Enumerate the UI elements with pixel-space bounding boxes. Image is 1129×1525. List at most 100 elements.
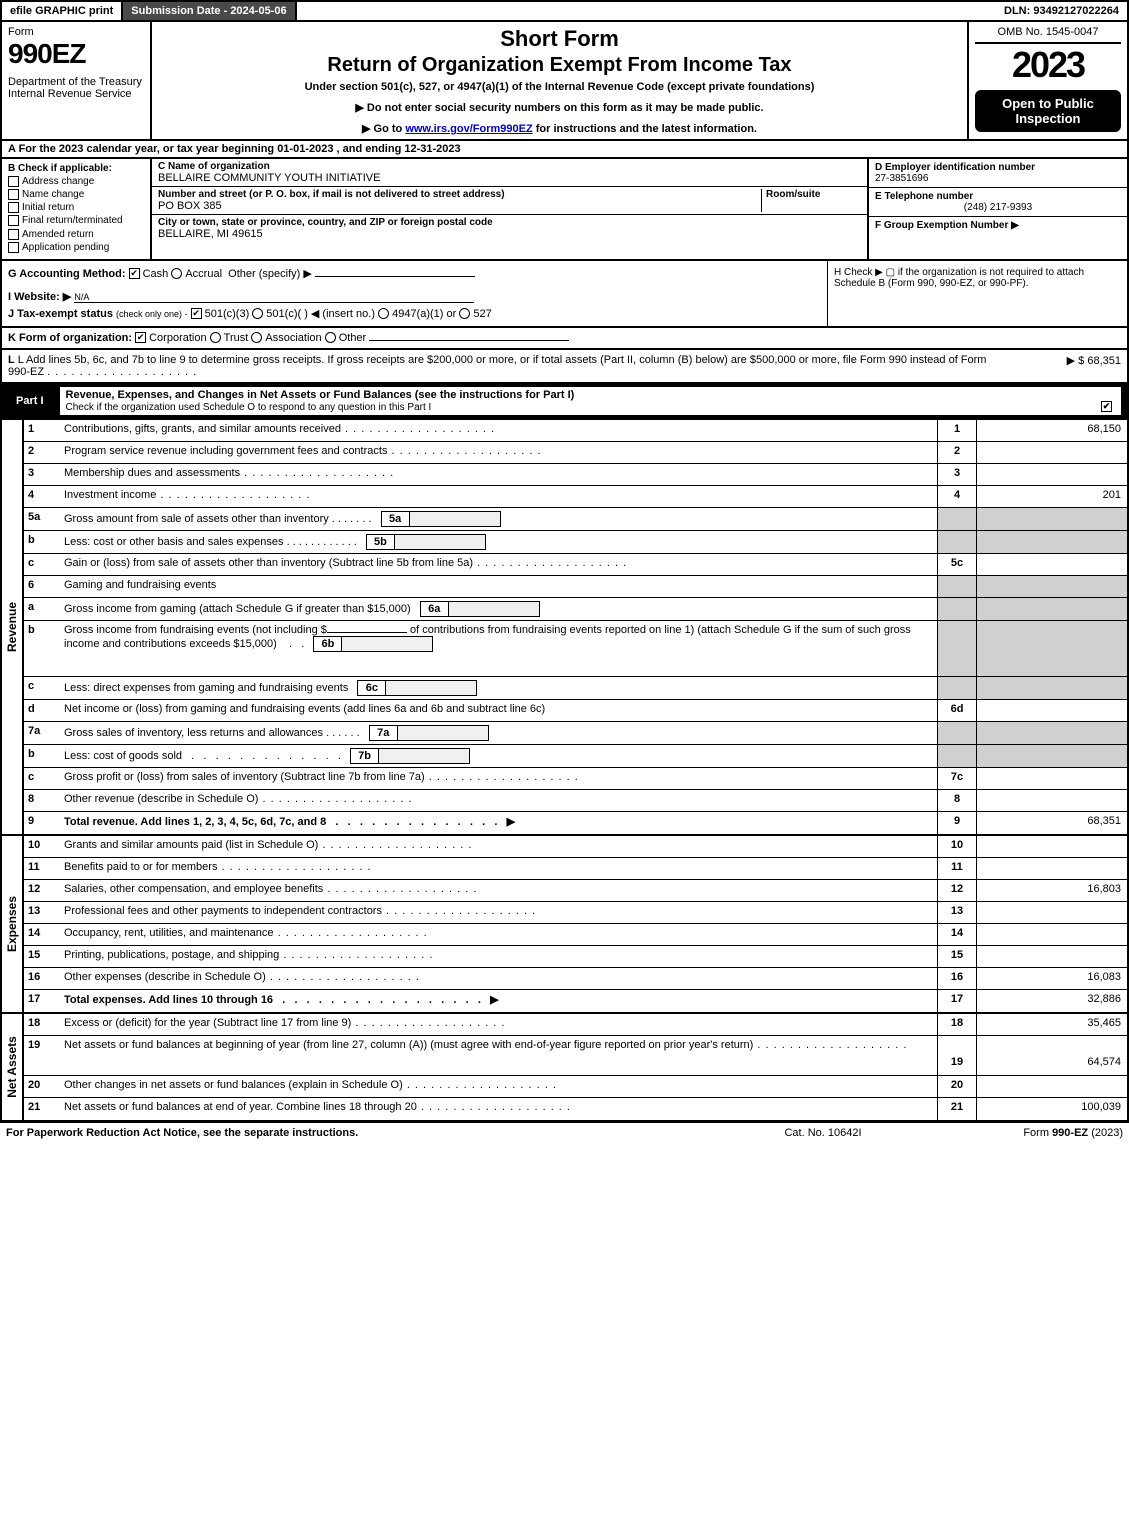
phone: (248) 217-9393: [875, 202, 1121, 213]
chk-501c[interactable]: [252, 308, 263, 319]
org-name: BELLAIRE COMMUNITY YOUTH INITIATIVE: [158, 172, 380, 184]
expenses-table: Expenses 10Grants and similar amounts pa…: [0, 836, 1129, 1014]
chk-schedule-o[interactable]: [1101, 401, 1112, 412]
line-14-desc: Occupancy, rent, utilities, and maintena…: [60, 924, 937, 945]
chk-501c3[interactable]: [191, 308, 202, 319]
section-def: D Employer identification number 27-3851…: [867, 159, 1127, 259]
part-tag: Part I: [8, 393, 52, 409]
row-gh: G Accounting Method: Cash Accrual Other …: [0, 261, 1129, 328]
org-street: PO BOX 385: [158, 200, 222, 212]
l-amount: ▶ $ 68,351: [1001, 354, 1121, 378]
part-1-header: Part I Revenue, Expenses, and Changes in…: [0, 384, 1129, 420]
line-3-desc: Membership dues and assessments: [60, 464, 937, 485]
c-city-cap: City or town, state or province, country…: [158, 217, 493, 228]
footer-form: Form 990-EZ (2023): [923, 1127, 1123, 1139]
line-11-desc: Benefits paid to or for members: [60, 858, 937, 879]
department: Department of the Treasury Internal Reve…: [8, 76, 144, 100]
net-assets-side-label: Net Assets: [2, 1014, 24, 1120]
section-a: A For the 2023 calendar year, or tax yea…: [0, 141, 1129, 159]
top-bar: efile GRAPHIC print Submission Date - 20…: [0, 0, 1129, 22]
chk-corp[interactable]: [135, 332, 146, 343]
line-6b-desc: Gross income from fundraising events (no…: [60, 621, 937, 676]
line-16-desc: Other expenses (describe in Schedule O): [60, 968, 937, 989]
c-room-cap: Room/suite: [766, 189, 820, 200]
page-footer: For Paperwork Reduction Act Notice, see …: [0, 1122, 1129, 1143]
chk-cash[interactable]: [129, 268, 140, 279]
expenses-side-label: Expenses: [2, 836, 24, 1012]
line-1-amt: 68,150: [977, 420, 1127, 441]
block-bcdef: B Check if applicable: Address change Na…: [0, 159, 1129, 261]
line-5a-desc: Gross amount from sale of assets other t…: [60, 508, 937, 530]
website: N/A: [74, 292, 474, 303]
line-19-desc: Net assets or fund balances at beginning…: [60, 1036, 937, 1075]
line-17-amt: 32,886: [977, 990, 1127, 1012]
c-street-cap: Number and street (or P. O. box, if mail…: [158, 189, 505, 200]
irs-link[interactable]: www.irs.gov/Form990EZ: [405, 123, 532, 135]
line-18-desc: Excess or (deficit) for the year (Subtra…: [60, 1014, 937, 1035]
footer-catno: Cat. No. 10642I: [723, 1127, 923, 1139]
efile-label: efile GRAPHIC print: [2, 2, 123, 20]
form-subtitle: Under section 501(c), 527, or 4947(a)(1)…: [162, 81, 957, 93]
line-5b-desc: Less: cost or other basis and sales expe…: [60, 531, 937, 553]
chk-527[interactable]: [459, 308, 470, 319]
open-to-public: Open to Public Inspection: [975, 90, 1121, 132]
net-assets-table: Net Assets 18Excess or (deficit) for the…: [0, 1014, 1129, 1122]
c-name-cap: C Name of organization: [158, 161, 270, 172]
line-21-amt: 100,039: [977, 1098, 1127, 1120]
line-7a-desc: Gross sales of inventory, less returns a…: [60, 722, 937, 744]
line-20-desc: Other changes in net assets or fund bala…: [60, 1076, 937, 1097]
line-9-amt: 68,351: [977, 812, 1127, 834]
revenue-table: Revenue 1Contributions, gifts, grants, a…: [0, 420, 1129, 836]
f-cap: F Group Exemption Number ▶: [875, 220, 1019, 231]
short-form-title: Short Form: [162, 26, 957, 52]
chk-name-change[interactable]: Name change: [8, 189, 144, 200]
header-left: Form 990EZ Department of the Treasury In…: [2, 22, 152, 139]
chk-4947[interactable]: [378, 308, 389, 319]
chk-address-change[interactable]: Address change: [8, 176, 144, 187]
line-13-desc: Professional fees and other payments to …: [60, 902, 937, 923]
section-g: G Accounting Method: Cash Accrual Other …: [2, 261, 827, 326]
header-right: OMB No. 1545-0047 2023 Open to Public In…: [967, 22, 1127, 139]
form-note-2: ▶ Go to www.irs.gov/Form990EZ for instru…: [162, 122, 957, 135]
form-word: Form: [8, 26, 144, 38]
line-6a-desc: Gross income from gaming (attach Schedul…: [60, 598, 937, 620]
chk-amended[interactable]: Amended return: [8, 229, 144, 240]
section-b: B Check if applicable: Address change Na…: [2, 159, 152, 259]
ein: 27-3851696: [875, 173, 928, 184]
chk-final-return[interactable]: Final return/terminated: [8, 215, 144, 226]
chk-app-pending[interactable]: Application pending: [8, 242, 144, 253]
line-17-desc: Total expenses. Add lines 10 through 16 …: [60, 990, 937, 1012]
line-8-desc: Other revenue (describe in Schedule O): [60, 790, 937, 811]
line-10-desc: Grants and similar amounts paid (list in…: [60, 836, 937, 857]
line-7b-desc: Less: cost of goods sold . . . . . . . .…: [60, 745, 937, 767]
section-k: K Form of organization: Corporation Trus…: [0, 328, 1129, 350]
line-6d-desc: Net income or (loss) from gaming and fun…: [60, 700, 937, 721]
section-h: H Check ▶ ▢ if the organization is not r…: [827, 261, 1127, 326]
line-7c-desc: Gross profit or (loss) from sales of inv…: [60, 768, 937, 789]
line-1-desc: Contributions, gifts, grants, and simila…: [60, 420, 937, 441]
form-number: 990EZ: [8, 38, 144, 70]
chk-other-org[interactable]: [325, 332, 336, 343]
chk-accrual[interactable]: [171, 268, 182, 279]
line-6-desc: Gaming and fundraising events: [60, 576, 937, 597]
section-c: C Name of organization BELLAIRE COMMUNIT…: [152, 159, 867, 259]
line-16-amt: 16,083: [977, 968, 1127, 989]
section-l: L L Add lines 5b, 6c, and 7b to line 9 t…: [0, 350, 1129, 384]
line-2-desc: Program service revenue including govern…: [60, 442, 937, 463]
line-21-desc: Net assets or fund balances at end of ye…: [60, 1098, 937, 1120]
chk-assoc[interactable]: [251, 332, 262, 343]
line-18-amt: 35,465: [977, 1014, 1127, 1035]
footer-notice: For Paperwork Reduction Act Notice, see …: [6, 1127, 723, 1139]
line-19-amt: 64,574: [977, 1036, 1127, 1075]
part-title: Revenue, Expenses, and Changes in Net As…: [66, 389, 575, 401]
header-center: Short Form Return of Organization Exempt…: [152, 22, 967, 139]
chk-trust[interactable]: [210, 332, 221, 343]
chk-initial-return[interactable]: Initial return: [8, 202, 144, 213]
form-header: Form 990EZ Department of the Treasury In…: [0, 22, 1129, 141]
omb-number: OMB No. 1545-0047: [975, 26, 1121, 44]
line-15-desc: Printing, publications, postage, and shi…: [60, 946, 937, 967]
form-title: Return of Organization Exempt From Incom…: [162, 54, 957, 77]
line-9-desc: Total revenue. Add lines 1, 2, 3, 4, 5c,…: [60, 812, 937, 834]
e-cap: E Telephone number: [875, 191, 973, 202]
i-label: I Website: ▶: [8, 291, 71, 303]
